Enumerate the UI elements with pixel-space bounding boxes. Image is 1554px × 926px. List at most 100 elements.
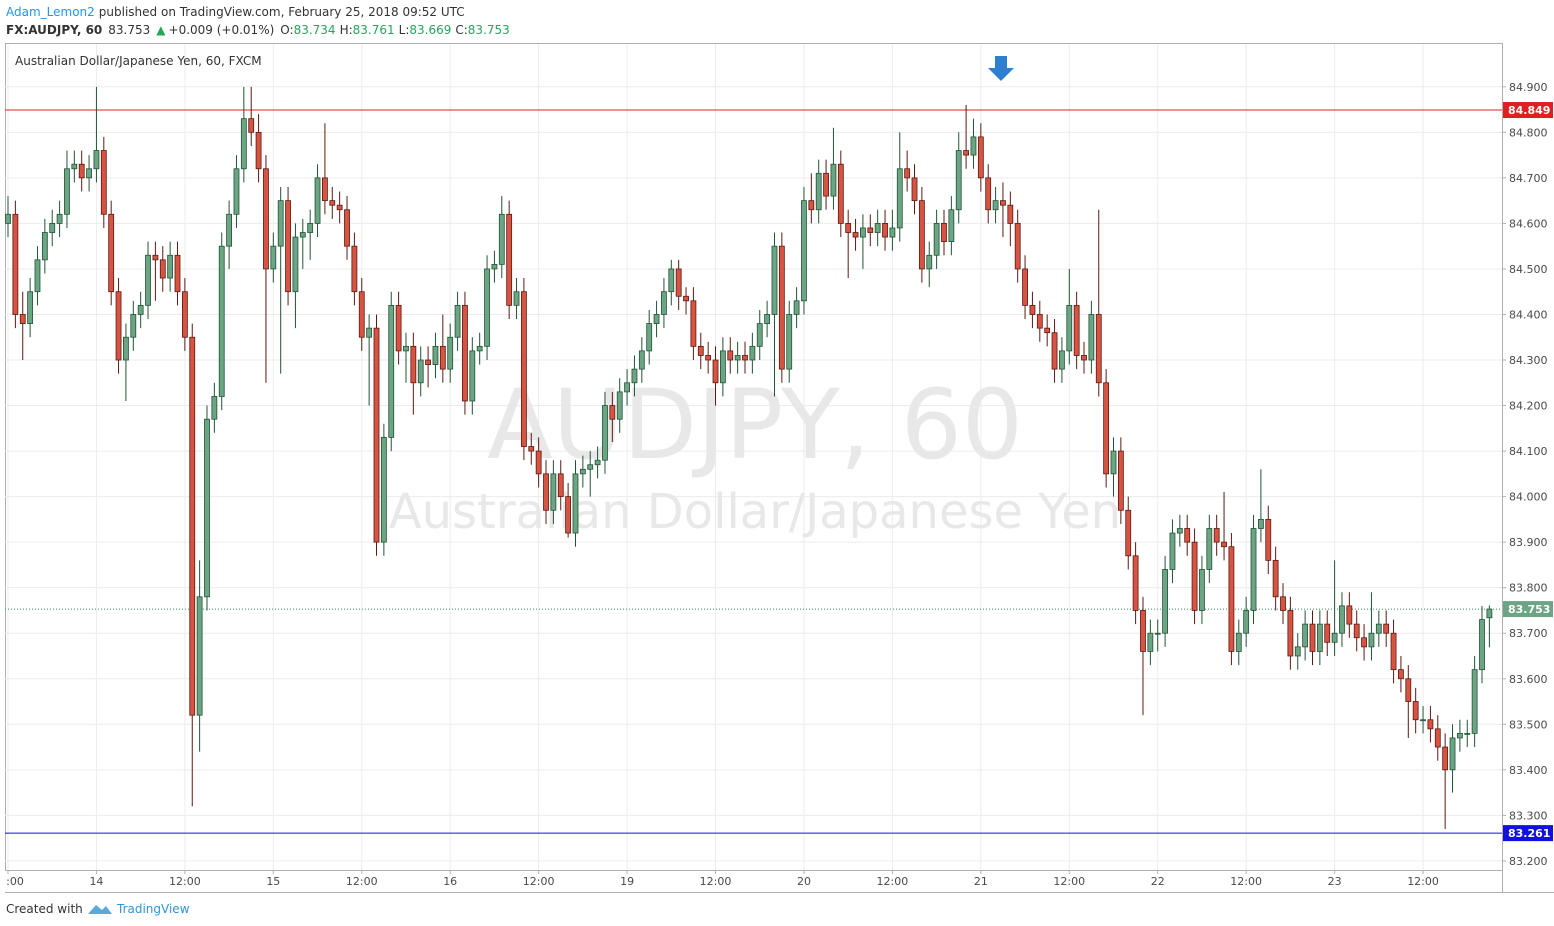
candle-body — [108, 213, 115, 293]
candle-body — [248, 118, 255, 133]
candle-body — [874, 223, 881, 233]
candle-body — [1287, 610, 1294, 657]
candle-body — [1176, 528, 1183, 534]
y-tick-label: 84.800 — [1509, 126, 1548, 139]
footer: Created with TradingView — [6, 902, 190, 916]
candle-body — [366, 327, 373, 338]
candle-body — [432, 345, 439, 365]
y-tick-label: 83.400 — [1509, 764, 1548, 777]
candle-body — [749, 345, 756, 361]
y-tick-label: 84.000 — [1509, 491, 1548, 504]
y-tick-label: 83.900 — [1509, 536, 1548, 549]
candle-body — [1316, 623, 1323, 652]
candle-body — [299, 232, 306, 238]
candle-body — [977, 136, 984, 179]
candle-body — [705, 355, 712, 361]
candle-body — [462, 304, 468, 402]
candle-body — [1390, 632, 1397, 671]
candle-body — [1272, 559, 1279, 598]
candle-body — [307, 223, 314, 233]
candle-body — [1029, 304, 1036, 315]
candle-body — [764, 314, 771, 324]
candle-body — [1221, 541, 1227, 548]
candle-body — [314, 177, 321, 224]
candle-body — [543, 473, 549, 511]
candle-body — [255, 131, 262, 170]
candle-body — [1331, 632, 1338, 643]
candle-body — [1434, 728, 1441, 748]
footer-created: Created with — [6, 902, 83, 916]
symbol: FX:AUDJPY, 60 — [6, 23, 102, 37]
candle-body — [270, 245, 277, 270]
candle-body — [565, 496, 572, 534]
y-tick-label: 83.800 — [1509, 582, 1548, 595]
candle-body — [1095, 314, 1102, 384]
candle-body — [484, 268, 490, 347]
c-value: 83.753 — [468, 23, 510, 37]
candle-body — [513, 291, 520, 306]
x-tick-label: 12:00 — [1053, 875, 1085, 888]
candle-body — [403, 345, 409, 352]
footer-brand[interactable]: TradingView — [116, 902, 190, 916]
candle-body — [1000, 200, 1006, 206]
candle-body — [882, 223, 888, 238]
candle-body — [1007, 204, 1014, 224]
candle-body — [64, 168, 70, 215]
h-label: H: — [340, 23, 353, 37]
candle-body — [1125, 509, 1132, 557]
x-tick-label: 23 — [1328, 875, 1342, 888]
candle-body — [668, 268, 675, 293]
candle-body — [587, 464, 594, 470]
candle-body — [263, 168, 269, 270]
candle-body — [491, 263, 498, 270]
candle-body — [1199, 569, 1205, 611]
candle-body — [218, 245, 225, 397]
candle-body — [1154, 632, 1161, 635]
axes: 83.200 83.300 83.400 83.500 83.600 83.700 83.8… — [6, 81, 1553, 888]
candle-body — [329, 200, 336, 206]
candle-body — [1169, 532, 1176, 570]
candle-body — [1405, 678, 1412, 702]
candle-body — [1191, 541, 1198, 611]
candle-body — [1309, 623, 1316, 652]
y-tick-label: 84.400 — [1509, 308, 1548, 321]
candle-body — [322, 177, 328, 202]
candle-body — [808, 200, 815, 211]
candle-body — [93, 150, 100, 170]
o-label: O: — [280, 23, 293, 37]
candle-body — [1294, 646, 1301, 657]
candle-body — [521, 291, 527, 447]
candle-body — [34, 259, 41, 293]
candle-body — [1486, 608, 1493, 619]
candles — [5, 86, 1493, 830]
candle-body — [41, 232, 48, 261]
candle-body — [388, 304, 395, 438]
candle-body — [594, 459, 601, 466]
candle-body — [1022, 268, 1028, 306]
candle-body — [240, 118, 247, 170]
candle-body — [19, 314, 26, 324]
y-tick-label: 83.600 — [1509, 673, 1548, 686]
candle-body — [602, 405, 608, 461]
l-label: L: — [399, 23, 410, 37]
candle-body — [1456, 732, 1463, 739]
candle-body — [852, 232, 859, 238]
candle-body — [1162, 569, 1168, 634]
candle-body — [801, 200, 807, 302]
candle-body — [336, 204, 343, 211]
candle-body — [1464, 732, 1471, 735]
candle-body — [734, 355, 741, 361]
candle-body — [1361, 637, 1367, 648]
candle-body — [845, 223, 852, 233]
candle-body — [911, 177, 918, 202]
author[interactable]: Adam_Lemon2 — [6, 5, 95, 19]
candle-body — [955, 150, 962, 211]
x-tick-label: 12:00 — [700, 875, 732, 888]
x-tick-label: 15 — [266, 875, 280, 888]
o-value: 83.734 — [294, 23, 336, 37]
candle-body — [1051, 332, 1058, 370]
candle-body — [1427, 719, 1434, 730]
header-line-1: Adam_Lemon2 published on TradingView.com,… — [6, 5, 465, 19]
candle-body — [719, 350, 726, 384]
candle-body — [78, 163, 85, 179]
